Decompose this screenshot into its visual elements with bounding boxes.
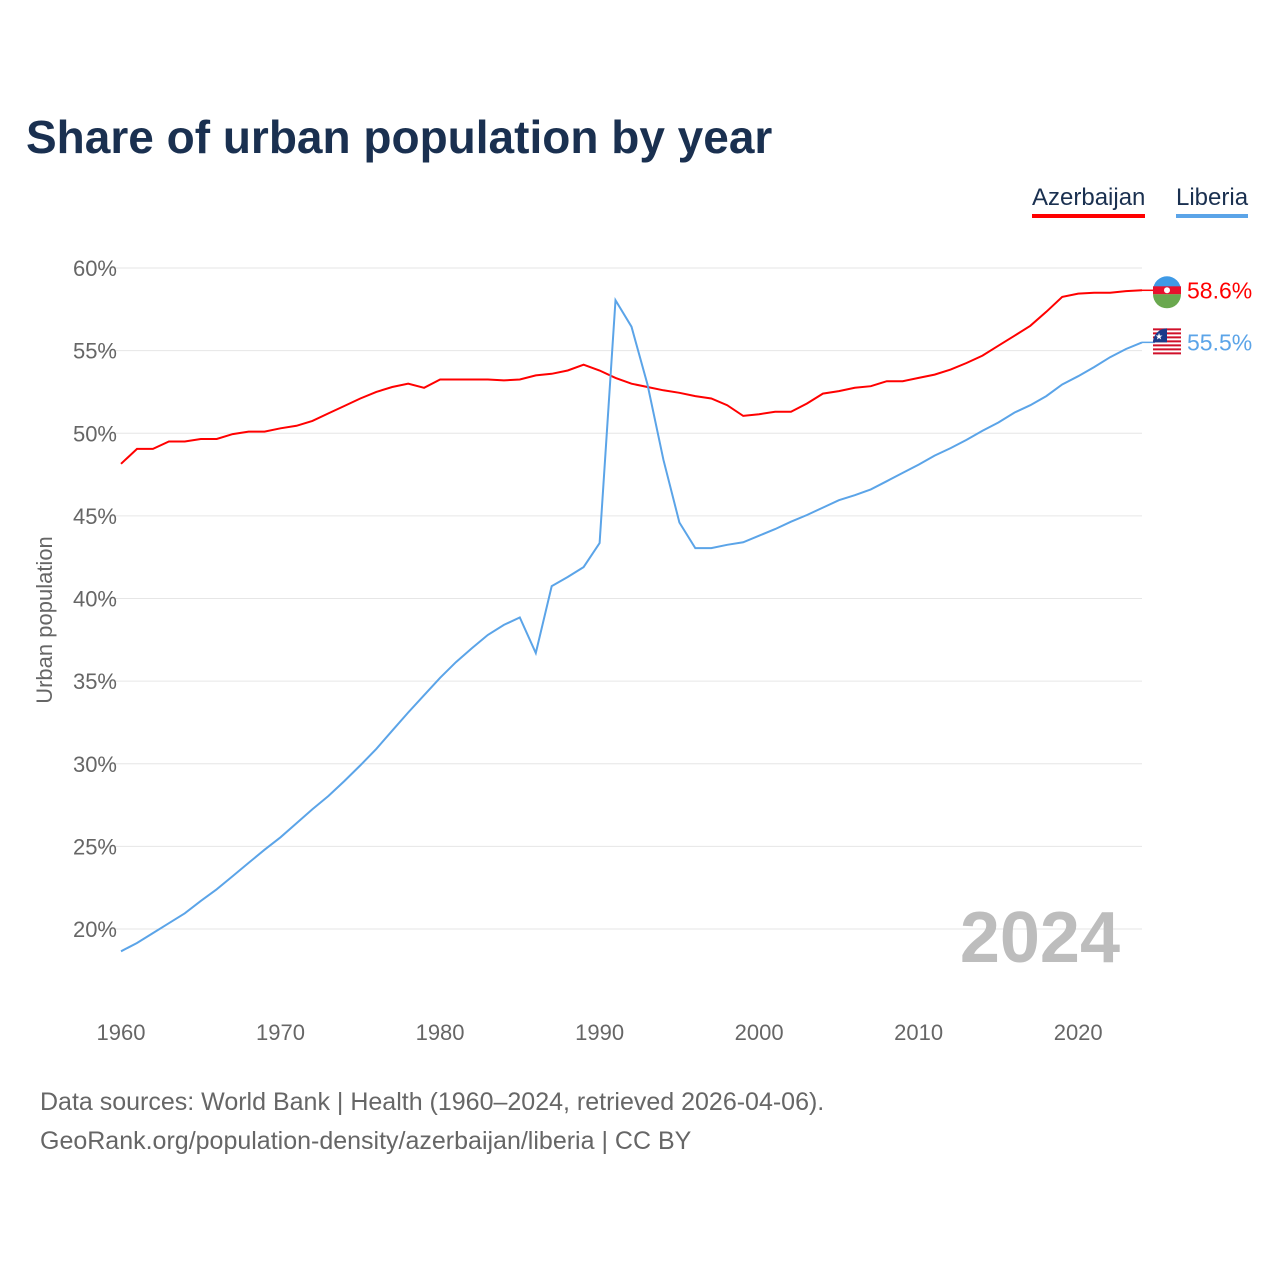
flag-azerbaijan-icon bbox=[1164, 287, 1170, 294]
y-tick-label: 25% bbox=[73, 834, 117, 859]
flag-liberia-icon bbox=[1153, 344, 1181, 347]
x-tick-label: 1980 bbox=[416, 1020, 465, 1045]
flag-liberia-icon bbox=[1153, 328, 1167, 343]
y-tick-label: 40% bbox=[73, 587, 117, 612]
x-tick-label: 2010 bbox=[894, 1020, 943, 1045]
source-link[interactable]: GeoRank.org/population-density/azerbaija… bbox=[40, 1127, 692, 1155]
data-source: Data sources: World Bank | Health (1960–… bbox=[40, 1088, 825, 1116]
flag-liberia-icon: ★ bbox=[1155, 331, 1163, 341]
y-axis-label: Urban population bbox=[32, 536, 57, 704]
year-watermark: 2024 bbox=[960, 898, 1120, 978]
flag-azerbaijan-icon bbox=[1153, 294, 1181, 309]
x-tick-label: 2020 bbox=[1054, 1020, 1103, 1045]
y-tick-label: 55% bbox=[73, 339, 117, 364]
y-tick-label: 30% bbox=[73, 752, 117, 777]
x-tick-label: 2000 bbox=[735, 1020, 784, 1045]
chart-title: Share of urban population by year bbox=[26, 111, 773, 163]
series-line-liberia bbox=[120, 296, 1143, 953]
end-value-label: 58.6% bbox=[1187, 277, 1252, 303]
y-tick-label: 20% bbox=[73, 917, 117, 942]
x-tick-label: 1960 bbox=[97, 1020, 146, 1045]
flag-liberia-icon bbox=[1153, 348, 1181, 351]
y-tick-label: 60% bbox=[73, 256, 117, 281]
flag-liberia-icon bbox=[1153, 352, 1181, 355]
legend-azerbaijan[interactable]: Azerbaijan bbox=[1032, 184, 1146, 218]
y-tick-label: 45% bbox=[73, 504, 117, 529]
legend-liberia[interactable]: Liberia bbox=[1176, 184, 1249, 218]
series-line-azerbaijan bbox=[120, 289, 1143, 465]
x-tick-label: 1990 bbox=[575, 1020, 624, 1045]
y-tick-label: 50% bbox=[73, 421, 117, 446]
x-tick-label: 1970 bbox=[256, 1020, 305, 1045]
end-value-label: 55.5% bbox=[1187, 329, 1252, 355]
y-tick-label: 35% bbox=[73, 669, 117, 694]
